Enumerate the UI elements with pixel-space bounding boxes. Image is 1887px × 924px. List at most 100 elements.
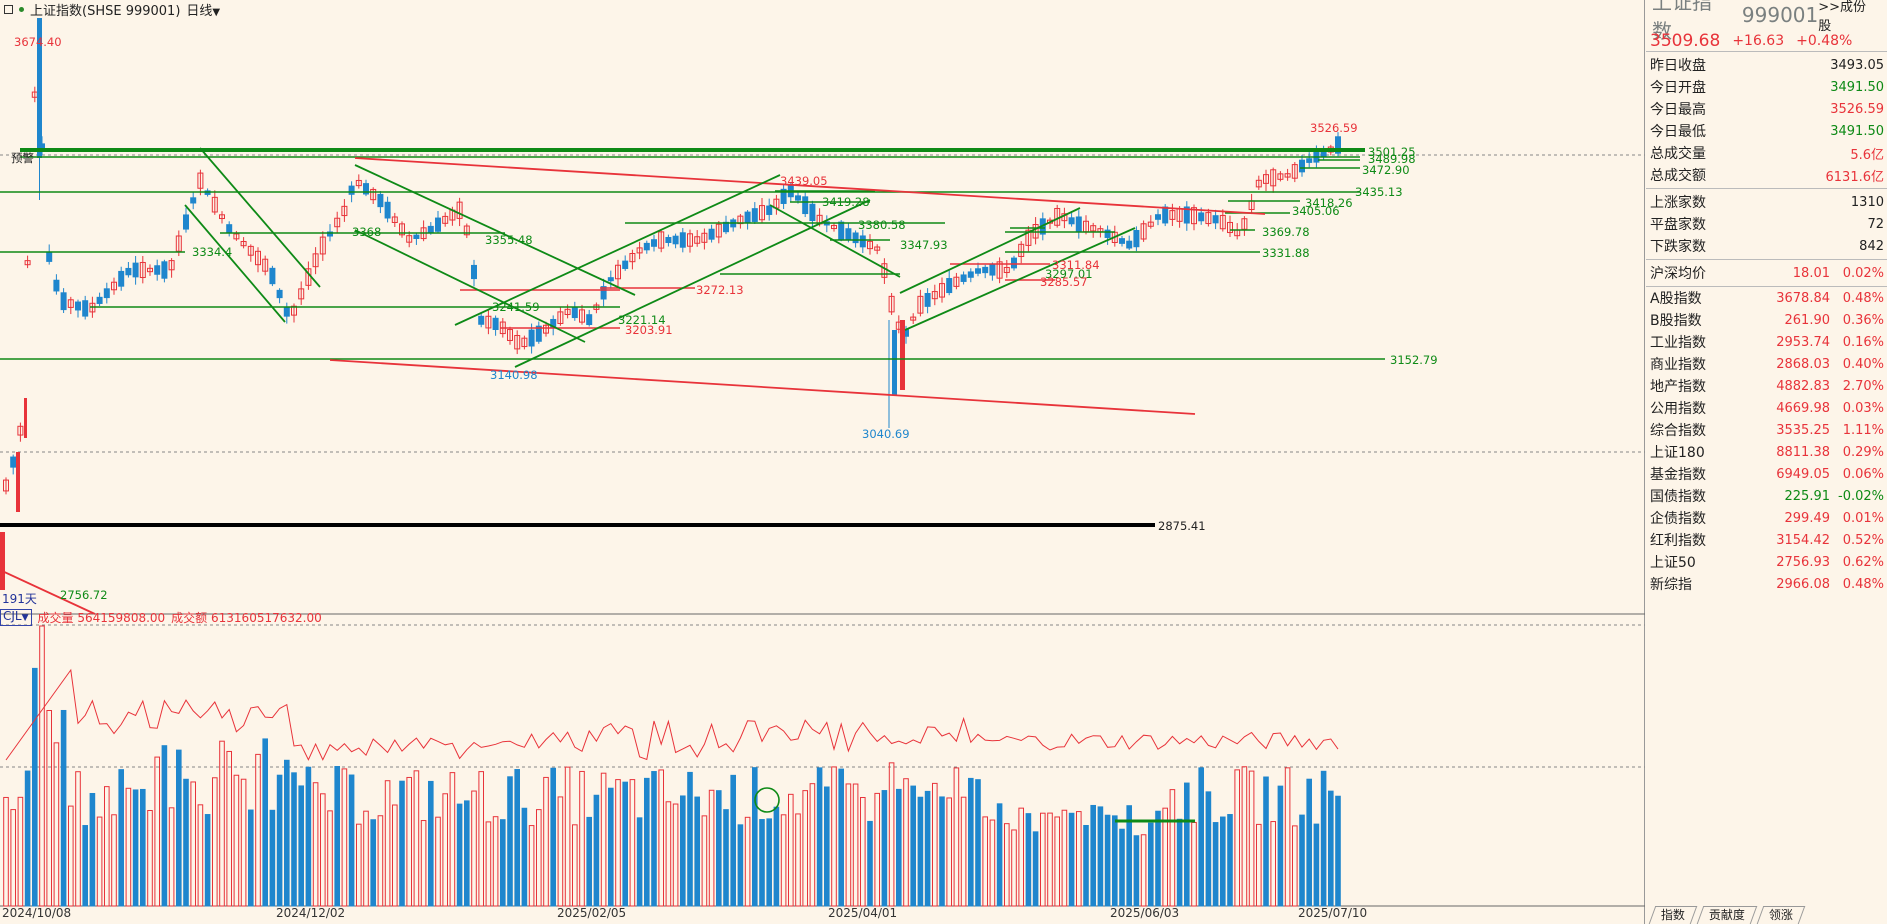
volume-bar: [528, 825, 535, 907]
volume-bar: [1018, 807, 1025, 907]
index-row[interactable]: 上证50 2756.93 0.62%: [1646, 551, 1887, 573]
volume-bar: [248, 809, 254, 907]
volume-bar: [845, 783, 852, 907]
volume-bar: [291, 772, 297, 907]
candle: [427, 225, 434, 234]
candle: [715, 223, 722, 238]
index-row[interactable]: 上证180 8811.38 0.29%: [1646, 441, 1887, 463]
index-row[interactable]: 综合指数 3535.25 1.11%: [1646, 419, 1887, 441]
volume-bar: [975, 779, 981, 907]
index-row[interactable]: 新综指 2966.08 0.48%: [1646, 573, 1887, 595]
volume-bar: [932, 782, 938, 907]
candle: [46, 251, 53, 262]
candle: [579, 309, 585, 323]
volume-label: 成交量 564159808.00: [37, 610, 166, 625]
candle: [1191, 207, 1197, 225]
quote-sidebar: 上证指数 999001 >>成份股 3509.68 +16.63 +0.48% …: [1646, 0, 1887, 924]
index-row-price: 6949.05: [1776, 466, 1830, 482]
candle: [363, 183, 369, 195]
candle: [867, 240, 873, 250]
candle: [377, 193, 384, 208]
candle: [485, 315, 492, 329]
avg-row[interactable]: 沪深均价 18.01 0.02%: [1650, 265, 1884, 283]
volume-bar: [1234, 769, 1241, 907]
date-tick: 2024/10/08: [2, 906, 72, 920]
period-select[interactable]: 日线▼: [186, 3, 221, 19]
volume-bar: [658, 769, 665, 907]
index-row[interactable]: 企债指数 299.49 0.01%: [1646, 507, 1887, 529]
volume-bar: [1212, 822, 1219, 907]
candle: [355, 179, 362, 187]
index-row[interactable]: 地产指数 4882.83 2.70%: [1646, 375, 1887, 397]
volume-bar: [816, 767, 823, 907]
price-label: 3418.26: [1305, 196, 1353, 210]
avg-group: 沪深均价 18.01 0.02%: [1646, 260, 1887, 287]
candle: [1263, 174, 1269, 184]
candle: [643, 242, 650, 251]
candle: [269, 267, 276, 285]
volume-bar: [449, 772, 456, 907]
side-tab[interactable]: 领涨: [1756, 906, 1806, 924]
candle: [492, 317, 499, 330]
volume-bar: [262, 738, 268, 907]
index-row[interactable]: B股指数 261.90 0.36%: [1646, 309, 1887, 331]
volume-bar: [802, 790, 809, 907]
volume-bar: [183, 778, 189, 907]
candle: [1205, 212, 1212, 225]
candle: [1162, 206, 1169, 224]
volume-bar: [1241, 766, 1248, 907]
candle: [82, 300, 89, 317]
volume-bar: [557, 796, 564, 907]
index-code: 999001: [1741, 3, 1819, 27]
price-label: 3241.59: [492, 300, 540, 314]
candle: [399, 223, 405, 236]
up-channel-line: [514, 199, 871, 368]
price-label: 3331.88: [1262, 246, 1310, 260]
chart-area[interactable]: 上证指数(SHSE 999001) 日线▼ 3674.40 3501.25 3489…: [0, 0, 1645, 924]
index-row[interactable]: 公用指数 4669.98 0.03%: [1646, 397, 1887, 419]
candle: [96, 296, 103, 304]
index-row[interactable]: 基金指数 6949.05 0.06%: [1646, 463, 1887, 485]
candle: [247, 245, 254, 256]
index-row[interactable]: 红利指数 3154.42 0.52%: [1646, 529, 1887, 551]
volume-bar: [370, 819, 376, 907]
volume-bar: [672, 803, 679, 907]
candle: [528, 329, 535, 347]
restore-icon[interactable]: [4, 4, 13, 14]
candle: [262, 258, 269, 272]
candle: [118, 270, 125, 287]
candle: [960, 274, 967, 282]
index-row-price: 3154.42: [1776, 532, 1830, 548]
volume-bar: [75, 771, 81, 907]
breadth-label: 上涨家数: [1650, 195, 1706, 211]
candle: [291, 305, 297, 316]
index-row[interactable]: 国债指数 225.91 -0.02%: [1646, 485, 1887, 507]
index-row-name: B股指数: [1650, 313, 1702, 329]
volume-indicator-select[interactable]: CJL▼: [0, 608, 32, 626]
side-tab[interactable]: 指数: [1648, 906, 1698, 924]
index-row-pct: 2.70%: [1842, 378, 1884, 394]
candle: [1155, 214, 1161, 220]
volume-bar: [608, 787, 614, 907]
candle: [1227, 221, 1233, 234]
volume-bar: [687, 771, 693, 907]
candle: [888, 295, 895, 313]
components-link[interactable]: >>成份股: [1818, 0, 1867, 34]
volume-bar: [240, 778, 247, 907]
candle: [708, 228, 715, 240]
up-channel-line: [899, 207, 1081, 294]
volume-bar: [305, 766, 312, 907]
volume-bar: [1083, 824, 1089, 907]
candle: [103, 288, 110, 299]
volume-bar: [1320, 770, 1327, 907]
volume-bar: [1140, 834, 1147, 907]
candle: [1068, 217, 1075, 225]
candle: [139, 261, 146, 279]
index-row[interactable]: 工业指数 2953.74 0.16%: [1646, 331, 1887, 353]
breadth-row: 上涨家数 1310: [1646, 191, 1887, 213]
index-row[interactable]: 商业指数 2868.03 0.40%: [1646, 353, 1887, 375]
side-tab[interactable]: 贡献度: [1696, 906, 1758, 924]
volume-bar: [384, 780, 391, 907]
index-row[interactable]: A股指数 3678.84 0.48%: [1646, 287, 1887, 309]
